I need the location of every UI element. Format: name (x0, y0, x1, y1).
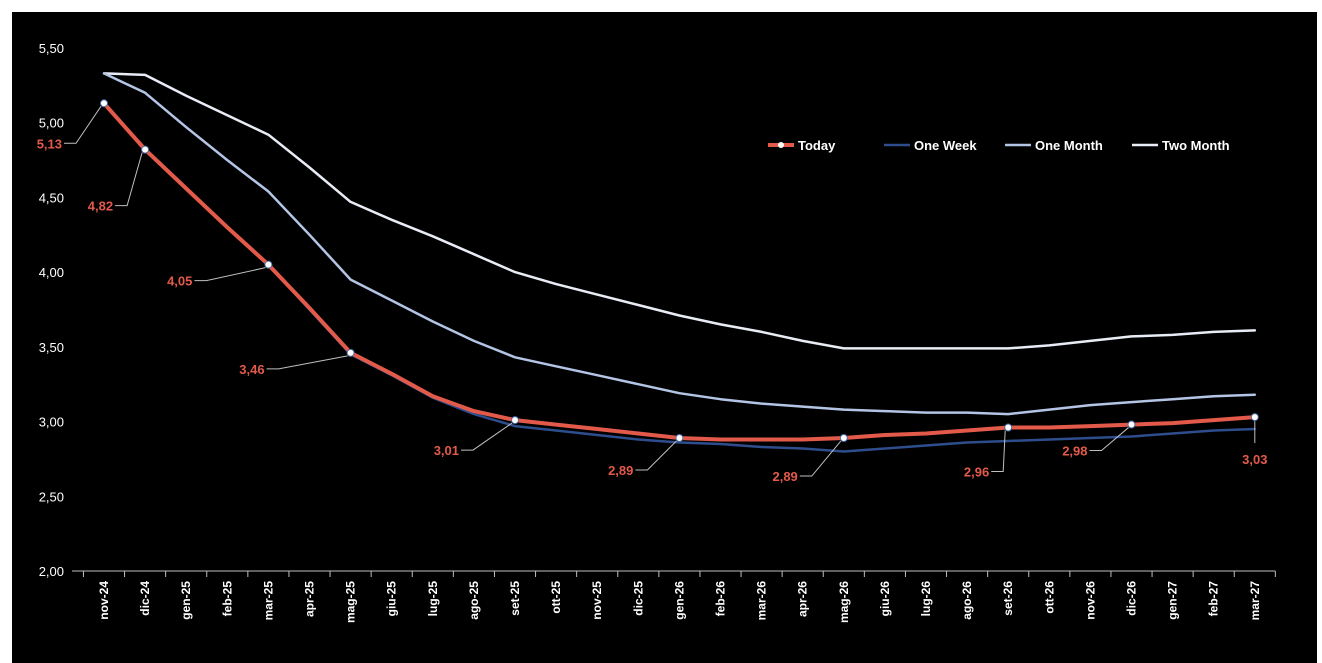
data-point-marker (141, 145, 150, 154)
x-tick-label: gen-25 (179, 581, 193, 620)
x-tick-label: dic-26 (1125, 581, 1139, 616)
legend: Today One Week One Month Two Month (768, 138, 1230, 153)
x-axis: nov-24 dic-24 gen-25 feb-25 mar-25 apr-25 mag-… (72, 570, 1276, 623)
data-point-marker (675, 434, 684, 443)
legend-label-two-month: Two Month (1162, 138, 1230, 153)
data-point-marker (511, 416, 519, 425)
series-line-one-month (102, 72, 1257, 416)
x-tick-label: set-25 (508, 581, 522, 616)
data-point-marker (1250, 413, 1259, 422)
data-label: 3,03 (1242, 452, 1267, 467)
data-label-layer: 5,13 4,82 4,05 3,46 3,01 2,89 2,89 2,96 2,98 3,03 (37, 106, 1267, 484)
leader-line (799, 440, 842, 477)
x-tick-label: lug-26 (919, 581, 933, 617)
data-label: 3,01 (434, 443, 459, 458)
marker-layer (100, 99, 1259, 443)
leader-line (635, 440, 677, 471)
x-tick-label: mar-25 (261, 581, 275, 621)
y-tick-label: 2,50 (39, 489, 64, 504)
leader-line (194, 267, 266, 282)
x-tick-label: mar-26 (755, 581, 769, 621)
chart-frame: 5,50 5,00 4,50 4,00 3,50 3,00 2,50 2,00 nov-24 d… (12, 12, 1317, 663)
y-tick-label: 2,00 (39, 564, 64, 579)
y-tick-label: 3,00 (39, 415, 64, 430)
series-layer (102, 72, 1257, 453)
x-tick-label: ago-25 (467, 581, 481, 620)
x-tick-label: ott-25 (549, 581, 563, 614)
x-tick-label: ago-26 (960, 581, 974, 620)
x-tick-label: giu-26 (878, 581, 892, 617)
leader-line (1089, 427, 1129, 452)
x-tick-label: feb-26 (714, 581, 728, 617)
x-tick-label: mar-27 (1248, 581, 1262, 621)
forward-curve-chart: 5,50 5,00 4,50 4,00 3,50 3,00 2,50 2,00 nov-24 d… (37, 41, 1276, 623)
x-tick-label: nov-24 (97, 581, 111, 620)
data-point-marker (264, 260, 273, 269)
legend-label-today: Today (798, 138, 836, 153)
y-tick-label: 5,00 (39, 116, 64, 131)
x-tick-label: nov-26 (1083, 581, 1097, 620)
x-tick-label: apr-25 (303, 581, 317, 617)
x-tick-label: giu-25 (385, 581, 399, 617)
y-tick-label: 4,00 (39, 265, 64, 280)
data-label: 2,98 (1062, 444, 1087, 459)
x-tick-label: gen-27 (1166, 581, 1180, 620)
data-point-marker (1004, 423, 1013, 432)
x-tick-label: mag-26 (837, 581, 851, 623)
legend-label-one-week: One Week (914, 138, 977, 153)
x-tick-label: apr-26 (796, 581, 810, 617)
data-label: 2,89 (608, 463, 633, 478)
leader-line (266, 355, 348, 370)
data-point-marker (100, 99, 108, 108)
data-label: 4,05 (167, 274, 192, 289)
data-point-marker (1127, 420, 1136, 429)
x-tick-label: mag-25 (344, 581, 358, 623)
y-axis: 5,50 5,00 4,50 4,00 3,50 3,00 2,50 2,00 (39, 41, 64, 579)
data-label: 5,13 (37, 136, 62, 151)
y-tick-label: 3,50 (39, 340, 64, 355)
data-label: 2,96 (964, 465, 989, 480)
series-line-today (102, 101, 1257, 442)
x-tick-label: feb-27 (1207, 581, 1221, 617)
x-tick-label: lug-25 (426, 581, 440, 617)
data-point-marker (839, 434, 848, 443)
legend-marker-today (778, 142, 784, 148)
data-label: 2,89 (772, 469, 797, 484)
y-tick-label: 5,50 (39, 41, 64, 56)
x-tick-label: dic-24 (138, 581, 152, 616)
leader-line (115, 152, 143, 207)
data-label: 4,82 (88, 199, 113, 214)
x-tick-label: set-26 (1001, 581, 1015, 616)
x-tick-label: feb-25 (220, 581, 234, 617)
y-tick-label: 4,50 (39, 190, 64, 205)
x-tick-label: gen-26 (672, 581, 686, 620)
x-tick-label: nov-25 (590, 581, 604, 620)
series-line-one-week (102, 102, 1257, 453)
series-line-two-month (102, 72, 1257, 350)
leader-line (991, 430, 1006, 473)
legend-label-one-month: One Month (1035, 138, 1103, 153)
leader-line (64, 106, 102, 144)
leader-line (461, 422, 513, 451)
x-tick-label: ott-26 (1042, 581, 1056, 614)
data-point-marker (346, 348, 355, 357)
x-tick-label: dic-25 (631, 581, 645, 616)
data-label: 3,46 (239, 362, 264, 377)
